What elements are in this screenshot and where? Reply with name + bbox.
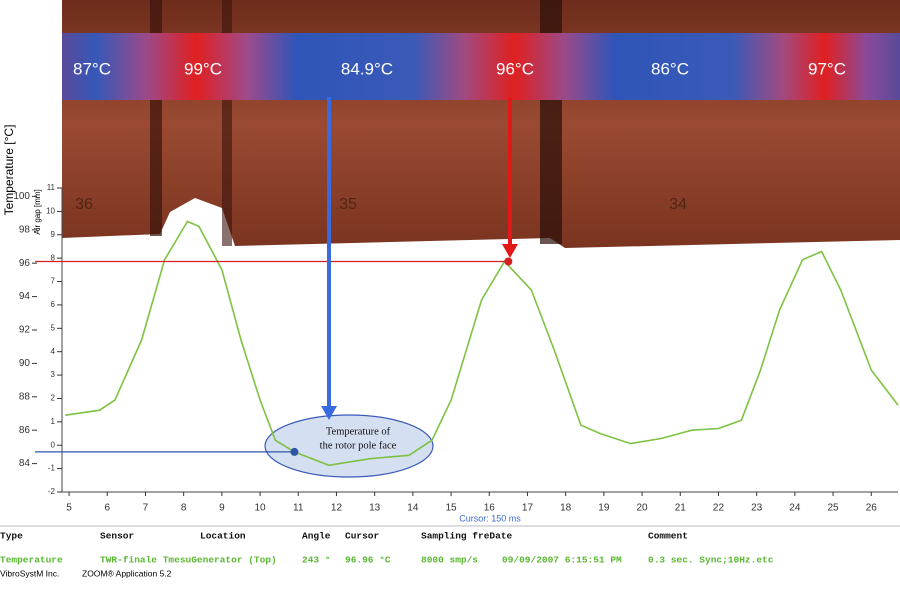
y2-tick-label: 7: [51, 277, 56, 286]
annotation-text: Temperature of: [326, 426, 391, 437]
x-tick-label: 8: [181, 503, 187, 514]
y2-axis-label: Air gap [mm]: [33, 189, 42, 234]
x-tick-label: 24: [789, 503, 801, 514]
y2-tick-label: 8: [51, 253, 56, 262]
y2-tick-label: 1: [51, 417, 56, 426]
y-tick-label: 92: [19, 325, 31, 336]
y-tick-label: 88: [19, 391, 31, 402]
y2-tick-label: 5: [51, 323, 56, 332]
x-tick-label: 20: [636, 503, 648, 514]
x-tick-label: 15: [445, 503, 457, 514]
table-header: Location: [200, 531, 246, 542]
y2-tick-label: 4: [51, 347, 56, 356]
marker-dot: [504, 257, 513, 266]
x-tick-label: 14: [407, 503, 419, 514]
thermal-label: 87°C: [73, 59, 111, 78]
y-tick-label: 94: [19, 291, 31, 302]
y2-tick-label: -2: [48, 487, 56, 496]
x-tick-label: 10: [254, 503, 266, 514]
y2-tick-label: 11: [47, 183, 56, 192]
x-tick-label: 22: [713, 503, 725, 514]
table-cell: TWR-finale TmesuGenerator (Top): [100, 555, 277, 566]
y-tick-label: 86: [19, 425, 31, 436]
footer-application: ZOOM® Application 5.2: [82, 568, 172, 578]
y-tick-label: 84: [19, 458, 31, 469]
blue-arrow-head: [321, 406, 337, 420]
x-tick-label: 16: [484, 503, 496, 514]
temperature-line: [65, 220, 899, 467]
x-tick-label: 17: [522, 503, 534, 514]
thermal-label: 84.9°C: [341, 59, 393, 78]
table-header: Sampling freDate: [421, 531, 513, 542]
table-header: Angle: [302, 531, 331, 542]
thermal-label: 86°C: [651, 59, 689, 78]
y2-tick-label: 9: [51, 230, 56, 239]
y-tick-label: 96: [19, 258, 31, 269]
annotation-ellipse: [264, 414, 434, 478]
table-header: Cursor: [345, 531, 380, 542]
marker-dot: [290, 447, 299, 456]
info-table: Type Sensor Location Angle Cursor Sampling fr…: [0, 531, 774, 566]
table-header: Sensor: [100, 531, 135, 542]
table-cell: 96.96 °C: [345, 555, 391, 566]
y2-tick-label: 3: [51, 370, 56, 379]
table-cell: 243 °: [302, 555, 331, 566]
annotation-text: the rotor pole face: [320, 440, 397, 451]
thermal-label: 99°C: [184, 59, 222, 78]
pole-label: 34: [669, 196, 687, 213]
x-tick-label: 26: [866, 503, 878, 514]
y2-tick-label: 10: [46, 206, 55, 215]
x-tick-label: 9: [219, 503, 225, 514]
table-cell: Temperature: [0, 555, 63, 566]
y2-tick-label: 2: [51, 394, 56, 403]
x-tick-label: 11: [293, 503, 304, 514]
x-tick-label: 18: [560, 503, 572, 514]
table-cell: 09/09/2007 6:15:51 PM: [502, 555, 622, 566]
x-tick-label: 6: [104, 503, 110, 514]
x-tick-label: 5: [66, 503, 72, 514]
y-tick-label: 90: [19, 358, 31, 369]
y2-tick-label: -1: [48, 464, 56, 473]
x-tick-label: 25: [827, 503, 839, 514]
y2-tick-label: 6: [51, 300, 56, 309]
table-cell: 8000 smp/s: [421, 555, 478, 566]
rotor-photo: [62, 0, 900, 248]
pole-label: 36: [75, 196, 93, 213]
x-tick-label: 21: [675, 503, 687, 514]
table-header: Comment: [648, 531, 688, 542]
table-cell: 0.3 sec. Sync;10Hz.etc: [648, 555, 774, 566]
footer-company: VibroSystM Inc.: [0, 568, 59, 578]
y-tick-label: 100: [13, 191, 30, 202]
x-tick-label: 23: [751, 503, 763, 514]
thermal-label: 97°C: [808, 59, 846, 78]
thermal-strip: [62, 33, 900, 100]
x-tick-label: 13: [369, 503, 381, 514]
pole-label: 35: [339, 196, 357, 213]
x-tick-label: 19: [598, 503, 610, 514]
y-axis-label: Temperature [°C]: [2, 125, 16, 216]
cursor-label: Cursor: 150 ms: [459, 513, 521, 523]
pole-gap: [222, 0, 232, 246]
x-tick-label: 7: [143, 503, 149, 514]
red-arrow-head: [502, 244, 518, 258]
table-header: Type: [0, 531, 23, 542]
thermal-label: 96°C: [496, 59, 534, 78]
x-tick-label: 12: [331, 503, 343, 514]
y-tick-label: 98: [19, 224, 31, 235]
y2-tick-label: 0: [51, 440, 56, 449]
